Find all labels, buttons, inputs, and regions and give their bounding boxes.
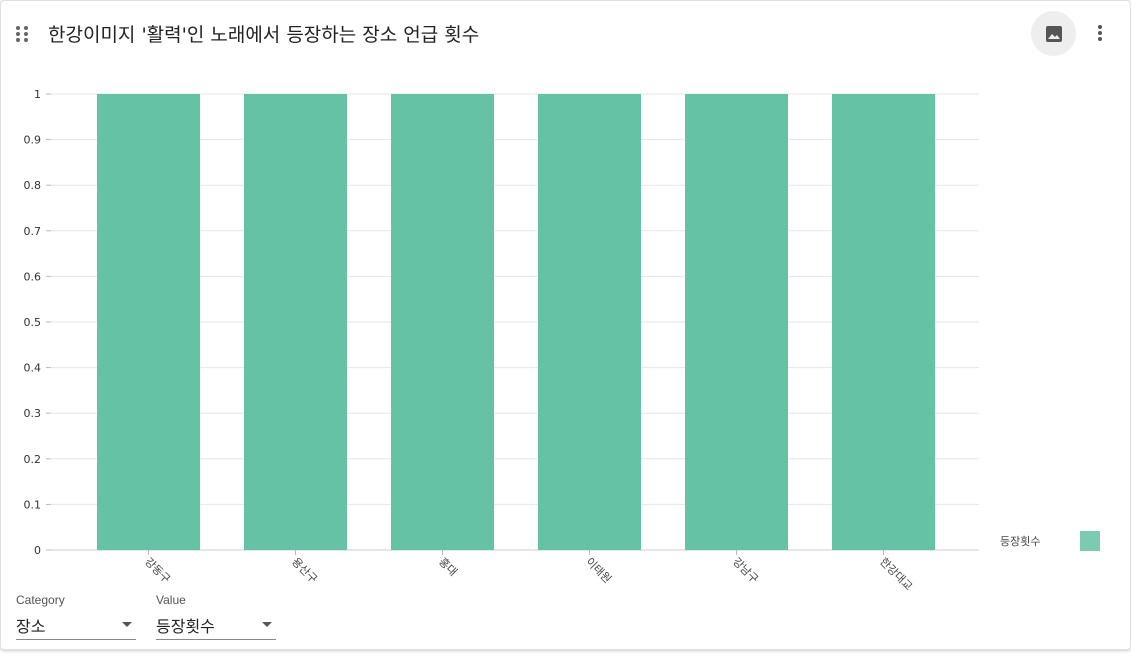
image-icon — [1045, 25, 1062, 42]
y-tick-label: 1 — [34, 88, 41, 101]
x-tick-label: 홍대 — [436, 554, 460, 578]
bar — [97, 94, 200, 550]
more-vert-icon — [1098, 25, 1102, 41]
value-label: Value — [156, 593, 186, 607]
y-tick-label: 0.4 — [24, 362, 42, 375]
y-tick-label: 0.9 — [24, 134, 42, 147]
bar-chart: 0 0.1 0.2 0.3 0.4 0.5 0.6 0.7 0.8 0.9 1 강동구 용산구 홍대 이태원… — [24, 88, 1100, 593]
bar — [832, 94, 935, 550]
y-tick-label: 0.5 — [24, 316, 42, 329]
dropdown-arrow-icon — [262, 622, 272, 627]
bar — [391, 94, 494, 550]
legend-label: 등장횟수 — [1000, 535, 1040, 548]
image-export-button[interactable] — [1031, 11, 1076, 56]
y-tick-label: 0.3 — [24, 407, 42, 420]
value-value: 등장횟수 — [156, 617, 215, 636]
drag-handle-icon[interactable] — [15, 25, 29, 43]
bar — [244, 94, 347, 550]
y-tick-label: 0.8 — [24, 179, 42, 192]
dropdown-arrow-icon — [122, 622, 132, 627]
category-select[interactable]: Category 장소 — [16, 593, 136, 640]
value-select[interactable]: Value 등장횟수 — [156, 593, 276, 640]
chart-card: 한강이미지 '활력'인 노래에서 등장하는 장소 언급 횟수 0 0.1 0.2 0.… — [0, 0, 1131, 650]
y-tick-label: 0.1 — [24, 498, 42, 511]
y-tick-label: 0.6 — [24, 270, 42, 283]
x-tick-label: 강남구 — [730, 555, 761, 586]
chart-title: 한강이미지 '활력'인 노래에서 등장하는 장소 언급 횟수 — [48, 24, 480, 46]
x-tick-label: 한강대교 — [877, 555, 915, 593]
more-options-button[interactable] — [1089, 19, 1111, 47]
legend-swatch — [1080, 531, 1100, 551]
x-tick-label: 강동구 — [142, 555, 173, 586]
y-tick-label: 0.2 — [24, 453, 42, 466]
bar — [538, 94, 641, 550]
y-tick-label: 0 — [34, 544, 41, 557]
y-tick-label: 0.7 — [24, 225, 42, 238]
bar — [685, 94, 788, 550]
category-value: 장소 — [16, 617, 46, 636]
category-label: Category — [16, 593, 65, 607]
x-tick-label: 용산구 — [289, 555, 320, 586]
x-tick-label: 이태원 — [583, 555, 614, 586]
